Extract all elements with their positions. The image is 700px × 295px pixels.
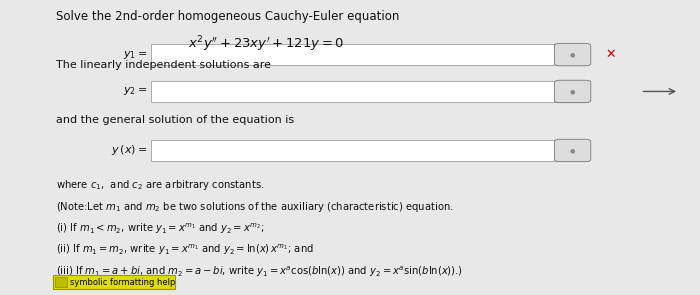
Text: ●: ● bbox=[570, 148, 575, 153]
Text: $x^2y'' + 23xy' + 121y = 0$: $x^2y'' + 23xy' + 121y = 0$ bbox=[188, 34, 344, 53]
Text: Solve the 2nd-order homogeneous Cauchy-Euler equation: Solve the 2nd-order homogeneous Cauchy-E… bbox=[56, 10, 400, 23]
Text: $y_1 =$: $y_1 =$ bbox=[122, 49, 147, 60]
FancyBboxPatch shape bbox=[55, 277, 67, 287]
Text: $y_2 =$: $y_2 =$ bbox=[122, 86, 147, 97]
Text: (Note:Let $m_1$ and $m_2$ be two solutions of the auxiliary (characteristic) equ: (Note:Let $m_1$ and $m_2$ be two solutio… bbox=[56, 200, 454, 214]
FancyBboxPatch shape bbox=[554, 80, 591, 103]
FancyBboxPatch shape bbox=[150, 140, 588, 161]
Text: symbolic formatting help: symbolic formatting help bbox=[70, 278, 176, 286]
Text: and the general solution of the equation is: and the general solution of the equation… bbox=[56, 115, 294, 125]
Text: $y\,(x) =$: $y\,(x) =$ bbox=[111, 143, 147, 158]
FancyBboxPatch shape bbox=[554, 139, 591, 162]
FancyBboxPatch shape bbox=[554, 43, 591, 66]
FancyBboxPatch shape bbox=[52, 275, 175, 289]
FancyBboxPatch shape bbox=[150, 44, 588, 65]
Text: The linearly independent solutions are: The linearly independent solutions are bbox=[56, 60, 271, 71]
FancyBboxPatch shape bbox=[150, 81, 588, 102]
Text: (ii) If $m_1 = m_2$, write $y_1 = x^{m_1}$ and $y_2 = \ln(x)\,x^{m_1}$; and: (ii) If $m_1 = m_2$, write $y_1 = x^{m_1… bbox=[56, 243, 314, 258]
Text: (i) If $m_1 < m_2$, write $y_1 = x^{m_1}$ and $y_2 = x^{m_2}$;: (i) If $m_1 < m_2$, write $y_1 = x^{m_1}… bbox=[56, 222, 264, 236]
Text: ✕: ✕ bbox=[606, 48, 616, 61]
Text: ●: ● bbox=[570, 52, 575, 57]
Text: ●: ● bbox=[570, 89, 575, 94]
Text: where $c_1$,  and $c_2$ are arbitrary constants.: where $c_1$, and $c_2$ are arbitrary con… bbox=[56, 178, 265, 192]
Text: (iii) If $m_1 = a + bi$, and $m_2 = a - bi$, write $y_1 = x^a \cos(b\ln(x))$ and: (iii) If $m_1 = a + bi$, and $m_2 = a - … bbox=[56, 265, 463, 279]
